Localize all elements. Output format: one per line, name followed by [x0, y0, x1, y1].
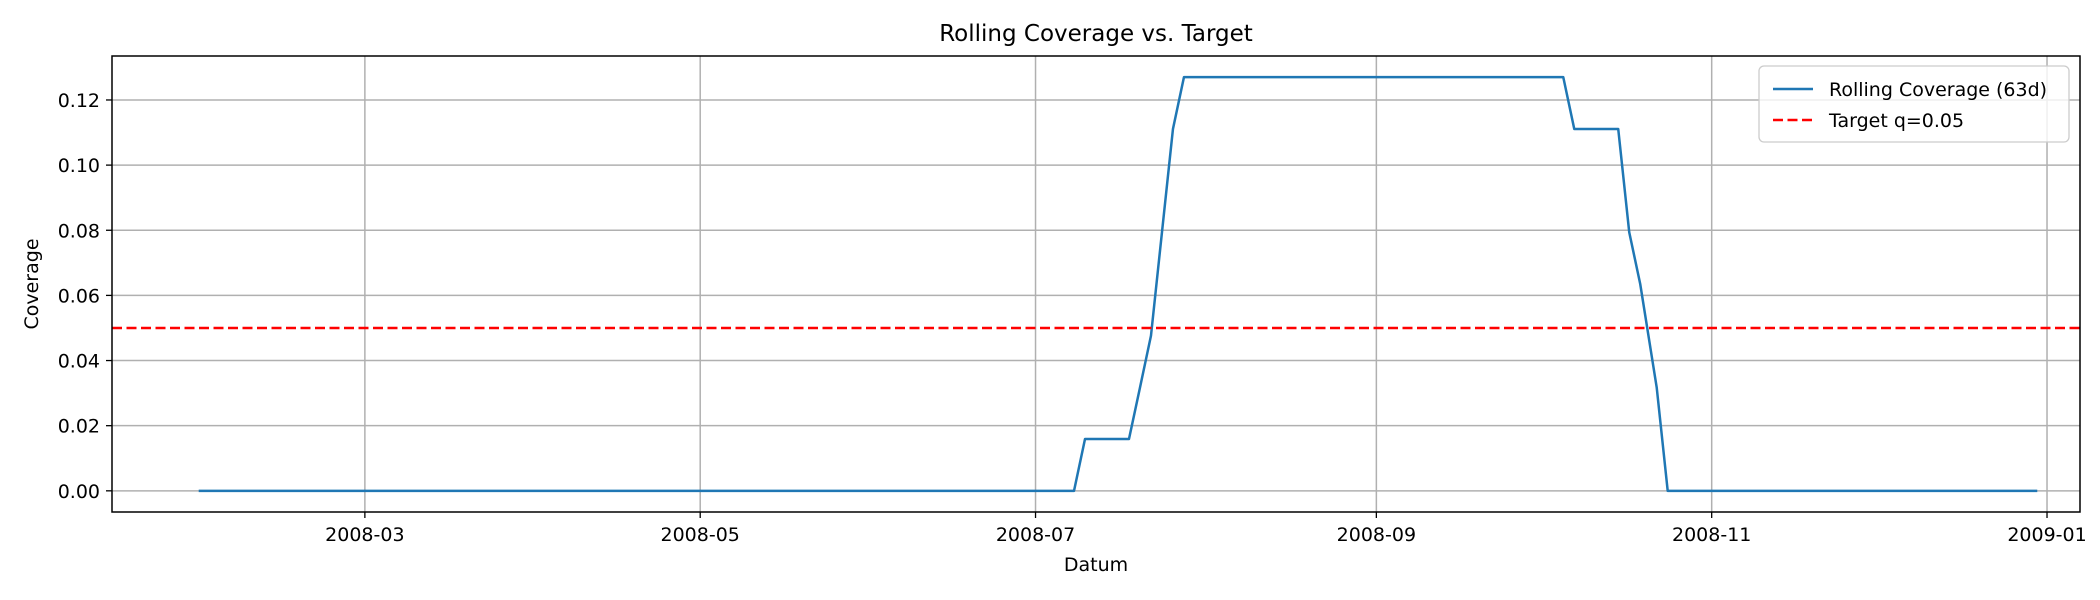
legend-box	[1758, 65, 2070, 143]
tick-layer: 2008-03 2008-05 2008-07 2008-09 2008-11 2009-…	[58, 90, 2087, 546]
data-layer	[112, 75, 2080, 493]
y-tick-label: 0.06	[58, 285, 100, 307]
x-tick-label: 2009-01	[2007, 524, 2086, 546]
y-tick-label: 0.02	[58, 416, 100, 438]
rolling-coverage-line	[198, 75, 2038, 493]
x-tick-label: 2008-05	[661, 524, 740, 546]
legend-label: Target q=0.05	[1828, 110, 1964, 132]
chart-title: Rolling Coverage vs. Target	[939, 21, 1253, 47]
x-axis-label: Datum	[1064, 554, 1128, 576]
x-tick-label: 2008-11	[1672, 524, 1751, 546]
legend: Rolling Coverage (63d) Target q=0.05	[1758, 65, 2070, 143]
x-tick-label: 2008-07	[996, 524, 1075, 546]
plot-frame	[111, 55, 2081, 513]
y-tick-label: 0.00	[58, 481, 100, 503]
legend-label: Rolling Coverage (63d)	[1829, 79, 2047, 101]
y-tick-label: 0.08	[58, 220, 100, 242]
y-tick-label: 0.04	[58, 351, 100, 373]
x-tick-label: 2008-03	[325, 524, 404, 546]
y-tick-label: 0.12	[58, 90, 100, 112]
x-tick-label: 2008-09	[1337, 524, 1416, 546]
y-axis-label: Coverage	[21, 238, 43, 329]
y-tick-label: 0.10	[58, 155, 100, 177]
